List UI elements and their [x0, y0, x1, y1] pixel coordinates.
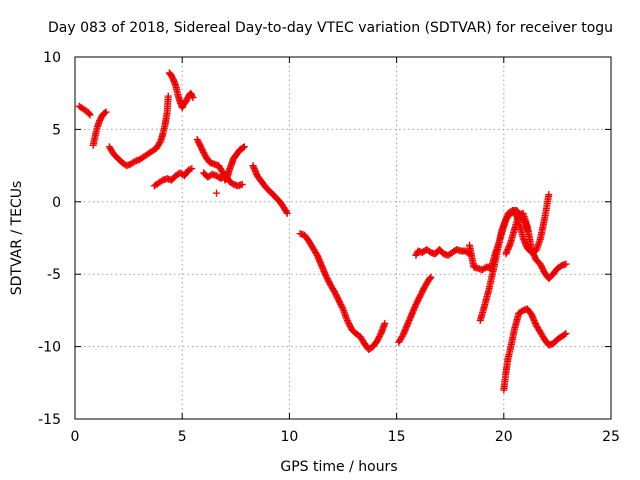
series-track-5 — [150, 164, 196, 190]
data-point — [562, 260, 570, 268]
data-point — [561, 331, 569, 339]
series-track-2 — [89, 108, 110, 149]
series-track-7 — [200, 169, 246, 190]
x-tick-label: 25 — [602, 429, 620, 445]
data-point — [185, 166, 193, 174]
series-track-9 — [296, 230, 389, 353]
x-axis-title: GPS time / hours — [280, 459, 397, 475]
data-point — [85, 110, 93, 118]
y-tick-label: 0 — [52, 195, 61, 211]
series-track-15 — [500, 305, 570, 394]
data-point — [545, 191, 553, 199]
y-tick-label: -15 — [38, 412, 61, 428]
y-tick-label: 5 — [52, 122, 61, 138]
data-point — [164, 92, 172, 100]
series-track-11 — [412, 246, 473, 259]
series-track-14 — [502, 209, 570, 283]
data-point — [562, 330, 570, 338]
data-point — [240, 143, 248, 151]
data-point — [239, 144, 247, 151]
data-points — [75, 69, 570, 394]
data-point — [188, 92, 196, 100]
series-track-10 — [395, 273, 435, 346]
data-point — [102, 108, 110, 116]
x-tick-label: 10 — [280, 429, 298, 445]
y-tick-label: 10 — [43, 50, 61, 66]
data-point — [381, 319, 389, 327]
data-point — [282, 208, 290, 216]
data-point — [238, 180, 246, 188]
series-track-8 — [249, 162, 291, 217]
x-tick-label: 0 — [71, 429, 80, 445]
series-track-13 — [476, 191, 553, 325]
data-point — [427, 273, 435, 281]
data-point — [213, 189, 221, 197]
data-point — [86, 111, 94, 119]
data-point — [186, 165, 194, 173]
series-track-4 — [165, 69, 197, 112]
data-point — [338, 304, 346, 312]
x-tick-label: 15 — [388, 429, 406, 445]
x-tick-label: 20 — [495, 429, 513, 445]
series-track-1 — [75, 102, 94, 119]
data-point — [189, 94, 197, 102]
axis-ticks: 0 5 10 15 20 25 -15 -10 -5 0 5 10 — [38, 50, 620, 445]
y-tick-label: -5 — [47, 267, 61, 283]
x-tick-label: 5 — [178, 429, 187, 445]
series-outlier — [213, 189, 221, 197]
plot-frame — [74, 56, 612, 420]
data-point — [101, 109, 109, 117]
y-tick-label: -10 — [38, 340, 61, 356]
y-axis-title: SDTVAR / TECUs — [9, 181, 25, 296]
series-track-3 — [105, 92, 172, 170]
data-point — [426, 274, 434, 282]
chart-title: Day 083 of 2018, Sidereal Day-to-day VTE… — [48, 20, 613, 36]
data-point — [283, 209, 291, 217]
data-point — [188, 164, 196, 172]
